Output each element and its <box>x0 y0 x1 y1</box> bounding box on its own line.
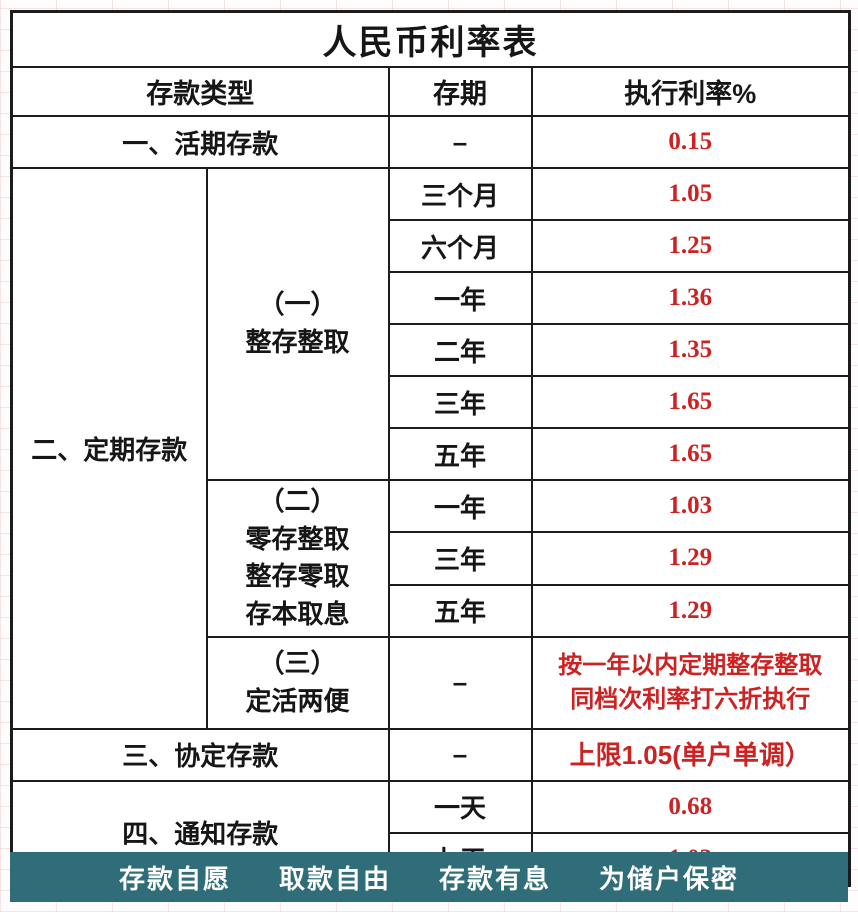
row-agreement: 三、协定存款 – 上限1.05(单户单调） <box>10 727 851 782</box>
row-partial-1y: （二） 零存整取 整存零取 存本取息 一年 1.03 <box>12 478 851 638</box>
row-flexible: （三） 定活两便 – 按一年以内定期整存整取 同档次利率打六折执行 <box>12 635 851 730</box>
flexible-label-name: 定活两便 <box>245 685 350 716</box>
partial-withdraw-label: （二） 零存整取 整存零取 存本取息 <box>205 479 390 638</box>
rate-cell: 1.35 <box>530 323 851 377</box>
rate-cell: 1.65 <box>530 427 851 481</box>
rate-cell: 1.36 <box>530 271 851 325</box>
col-header-deposit-type: 存款类型 <box>10 66 390 117</box>
row-lump-2y: 二年 1.35 <box>12 323 851 377</box>
page-title: 人民币利率表 <box>10 10 851 68</box>
col-header-term: 存期 <box>387 66 533 117</box>
term-cell: 一年 <box>387 478 533 534</box>
fixed-deposit-label: 二、定期存款 <box>10 167 208 730</box>
lump-sum-label-no: （一） <box>258 289 337 320</box>
term-cell: 二年 <box>387 323 533 377</box>
agreement-term: – <box>387 727 533 782</box>
term-cell: 三年 <box>387 531 533 586</box>
title-row: 人民币利率表 <box>10 10 851 68</box>
flexible-label-no: （三） <box>258 648 337 679</box>
rate-cell: 1.05 <box>530 167 851 221</box>
row-partial-3y: 三年 1.29 <box>12 531 851 586</box>
demand-rate: 0.15 <box>530 115 851 169</box>
flexible-rate-line1: 按一年以内定期整存整取 <box>558 652 823 680</box>
agreement-label: 三、协定存款 <box>10 727 390 782</box>
term-cell: 五年 <box>387 427 533 481</box>
rate-cell: 0.68 <box>530 779 851 834</box>
footer-phrase-1: 存款自愿 <box>118 863 231 894</box>
rate-table: 人民币利率表 存款类型 存期 执行利率% 一、活期存款 – 0.15 二、定期存… <box>10 10 851 887</box>
partial-withdraw-line2: 整存零取 <box>245 561 350 592</box>
footer-phrase-3: 存款有息 <box>439 863 552 894</box>
term-cell: 三个月 <box>387 167 533 221</box>
row-lump-1y: 一年 1.36 <box>12 271 851 325</box>
rate-cell: 1.29 <box>530 531 851 586</box>
agreement-rate: 上限1.05(单户单调） <box>530 727 851 782</box>
footer-phrase-4: 为储户保密 <box>599 863 740 894</box>
term-cell: 一天 <box>387 779 533 834</box>
rate-cell: 1.29 <box>530 583 851 638</box>
flexible-rate-note: 按一年以内定期整存整取 同档次利率打六折执行 <box>530 635 851 730</box>
term-cell: 五年 <box>387 583 533 638</box>
rate-cell: 1.65 <box>530 375 851 429</box>
col-header-rate: 执行利率% <box>530 66 851 117</box>
term-cell: 三年 <box>387 375 533 429</box>
row-lump-5y: 五年 1.65 <box>12 427 851 481</box>
flexible-rate-line2: 同档次利率打六折执行 <box>570 685 811 713</box>
row-lump-3m: 二、定期存款 （一） 整存整取 三个月 1.05 <box>10 167 851 730</box>
row-notice-1d: 四、通知存款 一天 0.68 <box>10 779 851 887</box>
demand-label: 一、活期存款 <box>10 115 390 169</box>
lump-sum-label: （一） 整存整取 <box>205 167 390 481</box>
partial-withdraw-line1: 零存整取 <box>245 523 350 554</box>
footer-banner: 存款自愿 取款自由 存款有息 为储户保密 <box>10 852 848 902</box>
row-partial-5y: 五年 1.29 <box>12 583 851 638</box>
rate-cell: 1.03 <box>530 478 851 534</box>
demand-term: – <box>387 115 533 169</box>
flexible-label: （三） 定活两便 <box>205 635 390 730</box>
row-demand-deposit: 一、活期存款 – 0.15 <box>10 115 851 169</box>
row-lump-3y: 三年 1.65 <box>12 375 851 429</box>
partial-withdraw-line3: 存本取息 <box>245 599 350 630</box>
header-row: 存款类型 存期 执行利率% <box>10 66 851 117</box>
term-cell: 六个月 <box>387 219 533 273</box>
footer-phrase-2: 取款自由 <box>278 863 391 894</box>
rate-cell: 1.25 <box>530 219 851 273</box>
row-lump-6m: 六个月 1.25 <box>12 219 851 273</box>
lump-sum-label-name: 整存整取 <box>245 327 350 357</box>
term-cell: 一年 <box>387 271 533 325</box>
partial-withdraw-label-no: （二） <box>258 486 337 516</box>
flexible-term: – <box>387 635 533 730</box>
